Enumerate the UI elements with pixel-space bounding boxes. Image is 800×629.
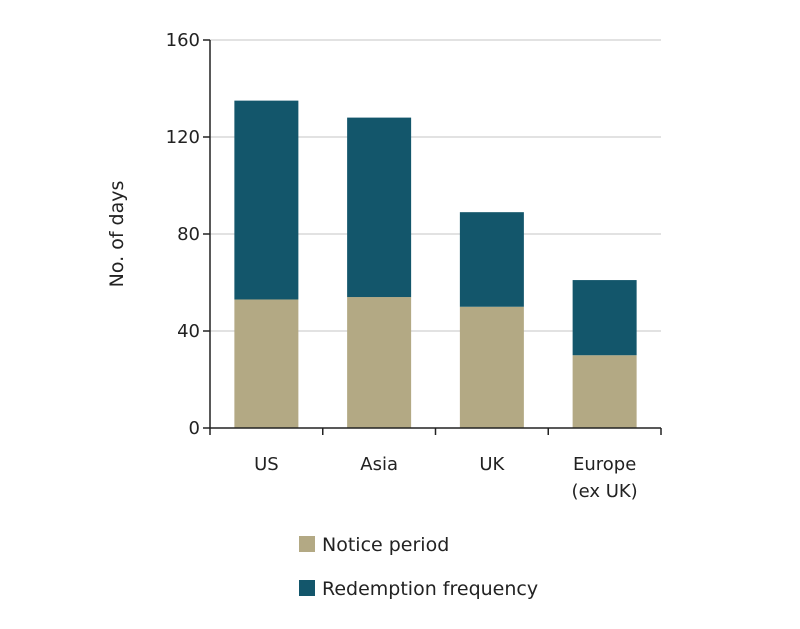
legend: Notice period Redemption frequency: [299, 534, 538, 600]
y-tick-label: 40: [177, 321, 200, 342]
legend-swatch: [299, 536, 315, 552]
legend-label: Notice period: [322, 534, 449, 556]
bar-segment-redemption-frequency: [572, 280, 637, 356]
bar-segment-notice-period: [234, 299, 299, 428]
bar-segment-notice-period: [459, 306, 524, 428]
bar-segment-redemption-frequency: [459, 212, 524, 307]
y-tick-label: 80: [177, 224, 200, 245]
bar-segment-notice-period: [572, 355, 637, 428]
x-tick-label: (ex UK): [572, 481, 638, 502]
x-tick-label: UK: [479, 454, 505, 475]
x-tick-label: Asia: [360, 454, 398, 475]
bars: [234, 100, 637, 428]
axes: [203, 39, 662, 435]
y-tick-label: 0: [189, 418, 200, 439]
x-tick-labels: US Asia UK Europe (ex UK): [254, 454, 638, 502]
bar-segment-redemption-frequency: [234, 100, 299, 300]
bar-segment-notice-period: [347, 297, 412, 428]
y-tick-labels: 0 40 80 120 160: [166, 30, 200, 439]
legend-label: Redemption frequency: [322, 578, 538, 600]
y-tick-label: 120: [166, 127, 200, 148]
x-tick-label: US: [254, 454, 279, 475]
x-tick-label: Europe: [573, 454, 636, 475]
legend-swatch: [299, 580, 315, 596]
bar-segment-redemption-frequency: [347, 117, 412, 298]
y-axis-title: No. of days: [106, 181, 128, 288]
y-tick-label: 160: [166, 30, 200, 51]
